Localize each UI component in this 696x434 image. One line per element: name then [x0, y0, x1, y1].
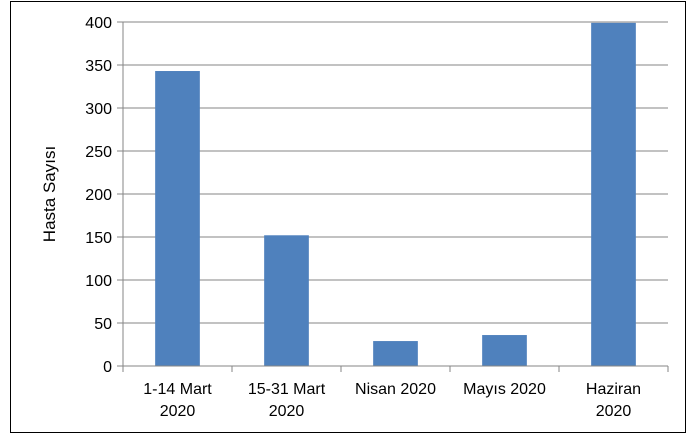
y-tick-label: 100	[85, 273, 112, 290]
y-tick-label: 50	[94, 316, 112, 333]
x-tick-label: 2020	[160, 403, 196, 420]
x-tick-label: Nisan 2020	[355, 381, 436, 398]
x-tick-labels: 1-14 Mart 2020 15-31 Mart 2020 Nisan 2020 May…	[143, 381, 641, 420]
x-tick-label: 1-14 Mart	[143, 381, 212, 398]
y-tick-label: 0	[103, 359, 112, 376]
y-tick-label: 300	[85, 101, 112, 118]
x-tick-label: Mayıs 2020	[463, 381, 546, 398]
bars	[155, 22, 636, 367]
y-tick-labels: 0 50 100 150 200 250 300 350 400	[85, 15, 112, 376]
y-tick-label: 250	[85, 144, 112, 161]
y-tick-label: 200	[85, 187, 112, 204]
y-tick-label: 400	[85, 15, 112, 32]
x-tick-label: 15-31 Mart	[248, 381, 326, 398]
x-tick-label: Haziran	[586, 381, 641, 398]
bar	[373, 341, 418, 366]
bar	[155, 71, 200, 367]
x-tick-label: 2020	[596, 403, 632, 420]
bar	[264, 235, 309, 366]
chart-frame	[10, 1, 686, 433]
gridlines	[123, 21, 668, 324]
x-tick-label: 2020	[269, 403, 305, 420]
y-tick-label: 350	[85, 58, 112, 75]
y-tick-label: 150	[85, 230, 112, 247]
bar	[482, 335, 527, 366]
y-axis-title: Hasta Sayısı	[40, 146, 59, 242]
bar	[591, 22, 636, 367]
axes	[117, 21, 669, 372]
